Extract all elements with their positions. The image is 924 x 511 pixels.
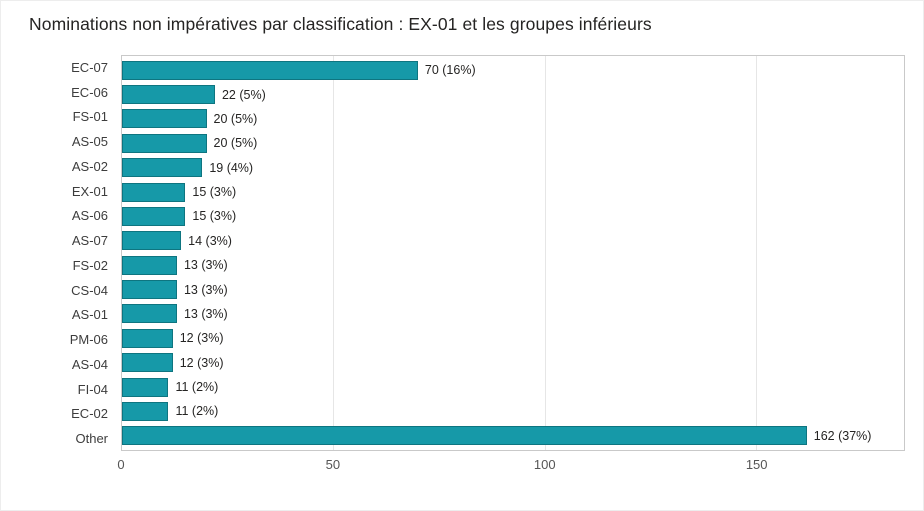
category-label: CS-04	[71, 282, 108, 298]
value-label: 22 (5%)	[221, 87, 266, 102]
gridline	[333, 56, 335, 450]
bar-row: 14 (3%)	[122, 229, 904, 253]
value-label: 13 (3%)	[183, 258, 228, 273]
y-axis-labels: EC-07 EC-06 FS-01 AS-05 AS-02 EX-01 AS-06 AS-07…	[31, 55, 121, 451]
category-label: AS-07	[71, 233, 108, 249]
x-axis-ticks: 0 50 100 150	[117, 457, 905, 477]
category-label: FI-04	[77, 381, 108, 397]
category-label: EC-06	[71, 84, 108, 100]
bar-row: 15 (3%)	[122, 204, 904, 228]
bar-row: 162 (37%)	[122, 424, 904, 448]
category-label: FS-02	[72, 257, 108, 273]
category-label: AS-05	[71, 134, 108, 150]
bar-row: 22 (5%)	[122, 82, 904, 106]
value-label: 15 (3%)	[192, 185, 237, 200]
bar-row: 15 (3%)	[122, 180, 904, 204]
x-tick-label: 50	[325, 457, 341, 472]
x-tick-label: 150	[745, 457, 768, 472]
category-label: AS-04	[71, 356, 108, 372]
bar[interactable]	[122, 377, 169, 397]
category-label: Other	[75, 431, 108, 447]
bar[interactable]	[122, 109, 207, 129]
value-label: 19 (4%)	[209, 160, 254, 175]
bar[interactable]	[122, 231, 182, 251]
category-label: FS-01	[72, 109, 108, 125]
value-label: 11 (2%)	[175, 380, 219, 395]
x-tick-label: 100	[533, 457, 556, 472]
bar-row: 20 (5%)	[122, 131, 904, 155]
value-label: 12 (3%)	[179, 331, 224, 346]
bar[interactable]	[122, 280, 177, 300]
x-tick-label: 0	[117, 457, 125, 472]
chart-title: Nominations non impératives par classifi…	[29, 14, 652, 34]
bar[interactable]	[122, 353, 173, 373]
bar-row: 11 (2%)	[122, 399, 904, 423]
bar-row: 13 (3%)	[122, 277, 904, 301]
plot-area: 70 (16%) 22 (5%) 20 (5%) 20 (5%) 19 (4%) 15 (…	[121, 55, 905, 451]
bar[interactable]	[122, 60, 418, 80]
chart-area: EC-07 EC-06 FS-01 AS-05 AS-02 EX-01 AS-06 AS-07…	[31, 55, 905, 451]
value-label: 20 (5%)	[213, 111, 258, 126]
gridline	[544, 56, 546, 450]
bar-row: 70 (16%)	[122, 58, 904, 82]
gridline	[756, 56, 758, 450]
bar-row: 12 (3%)	[122, 326, 904, 350]
category-label: AS-06	[71, 208, 108, 224]
value-label: 14 (3%)	[188, 233, 232, 248]
value-label: 11 (2%)	[175, 404, 219, 419]
bar[interactable]	[122, 401, 169, 421]
category-label: EX-01	[71, 183, 108, 199]
bar-row: 20 (5%)	[122, 107, 904, 131]
bar[interactable]	[122, 255, 177, 275]
bar-row: 13 (3%)	[122, 253, 904, 277]
bar[interactable]	[122, 426, 807, 446]
value-label: 13 (3%)	[183, 282, 228, 297]
bar[interactable]	[122, 304, 177, 324]
category-label: AS-02	[71, 158, 108, 174]
bar[interactable]	[122, 133, 207, 153]
bar[interactable]	[122, 328, 173, 348]
bar[interactable]	[122, 85, 215, 105]
bar-row: 12 (3%)	[122, 351, 904, 375]
bar-rows: 70 (16%) 22 (5%) 20 (5%) 20 (5%) 19 (4%) 15 (…	[122, 56, 904, 450]
category-label: AS-01	[71, 307, 108, 323]
value-label: 13 (3%)	[183, 306, 228, 321]
bar-row: 13 (3%)	[122, 302, 904, 326]
value-label: 12 (3%)	[179, 355, 224, 370]
value-label: 20 (5%)	[213, 136, 258, 151]
bar-row: 19 (4%)	[122, 156, 904, 180]
value-label: 162 (37%)	[813, 428, 872, 443]
bar-row: 11 (2%)	[122, 375, 904, 399]
bar[interactable]	[122, 182, 186, 202]
value-label: 15 (3%)	[192, 209, 237, 224]
category-label: EC-02	[71, 406, 108, 422]
category-label: PM-06	[69, 332, 108, 348]
bar[interactable]	[122, 158, 203, 178]
bar[interactable]	[122, 206, 186, 226]
value-label: 70 (16%)	[424, 63, 476, 78]
category-label: EC-07	[71, 59, 108, 75]
